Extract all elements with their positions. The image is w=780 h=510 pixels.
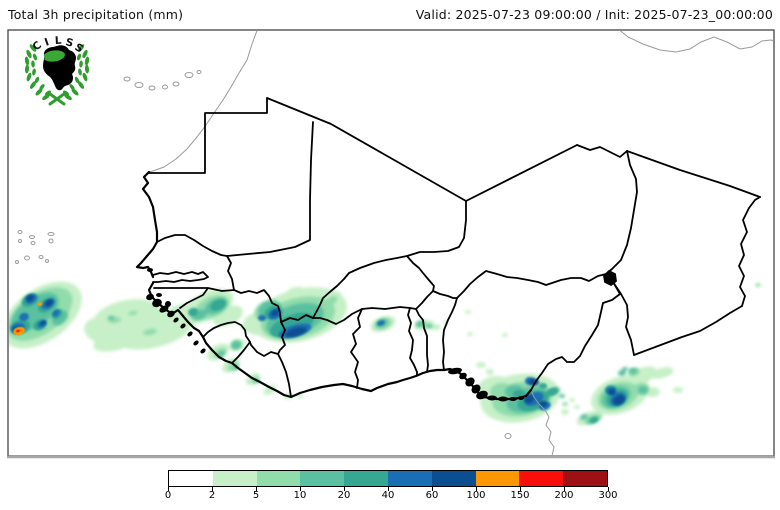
- bioko-island: [504, 433, 512, 439]
- liberia-sierra-leone-border: [231, 341, 251, 364]
- burkina-cote-divoire-border: [312, 308, 363, 325]
- coastline-west-africa: [135, 170, 159, 279]
- colorbar-segment: [256, 471, 301, 486]
- colorbar-segment: [475, 471, 520, 486]
- western-sahara-mauritania-border: [148, 97, 268, 174]
- benin-togo-border: [415, 308, 429, 373]
- precipitation-colorbar: [168, 470, 608, 487]
- svg-text:L: L: [55, 35, 63, 47]
- cilss-wreath: [24, 44, 90, 106]
- gambia-border: [152, 271, 209, 283]
- mauritania-mali-border: [226, 121, 314, 257]
- precip-level-2mm: [9, 281, 761, 426]
- morocco-coastline: [148, 31, 258, 173]
- plot-title: Total 3h precipitation (mm): [8, 7, 184, 22]
- burkina-togo-ghana-border: [361, 306, 417, 310]
- coastline-detail-blobs: [146, 268, 524, 402]
- algeria-niger-border: [465, 144, 578, 202]
- burkina-niger-border: [406, 255, 435, 292]
- cameroon-coastline: [530, 389, 555, 455]
- svg-text:S: S: [64, 36, 74, 49]
- senegal-mali-border: [226, 255, 235, 291]
- ghana-cote-divoire-border: [350, 308, 363, 389]
- mali-burkina-border: [312, 255, 408, 319]
- guinea-cote-divoire-border: [277, 321, 286, 355]
- precip-level-100mm: [13, 302, 43, 336]
- guinea-mali-border: [233, 289, 282, 323]
- valid-init-timestamp: Valid: 2025-07-23 09:00:00 / Init: 2025-…: [415, 7, 773, 22]
- senegal-mauritania-border: [156, 234, 228, 257]
- colorbar-segment: [387, 471, 432, 486]
- lake-chad: [603, 270, 617, 286]
- chad-sudan-border: [738, 196, 761, 307]
- niger-libya-border: [576, 144, 628, 158]
- liberia-guinea-border: [249, 341, 279, 357]
- neighbor-borders: [15, 31, 773, 455]
- algeria-mauritania-mali-border: [266, 97, 467, 202]
- libya-coastline: [619, 31, 773, 53]
- niger-chad-border: [605, 150, 638, 275]
- cilss-logo: C I L S S: [24, 35, 90, 106]
- country-borders: [135, 97, 761, 401]
- niger-benin-border: [432, 290, 458, 299]
- colorbar-segment: [563, 471, 607, 486]
- burkina-benin-border: [415, 290, 434, 310]
- cote-divoire-mali-border: [280, 314, 314, 323]
- senegal-guinea-bissau-border: [153, 287, 235, 309]
- sahel-green-patch: [43, 50, 65, 62]
- chad-libya-border: [626, 150, 761, 198]
- colorbar-segment: [212, 471, 257, 486]
- cape-verde-islands: [15, 230, 55, 264]
- colorbar-segment: [431, 471, 476, 486]
- chad-cameroon-border: [612, 281, 635, 356]
- colorbar-segment: [169, 471, 213, 486]
- precipitation-layer: [9, 281, 761, 426]
- niger-nigeria-border: [456, 270, 607, 299]
- colorbar-segment: [344, 471, 388, 486]
- cote-divoire-liberia-border: [277, 353, 292, 398]
- canary-islands: [123, 70, 202, 91]
- mali-niger-border: [406, 200, 467, 257]
- svg-text:C: C: [30, 39, 44, 53]
- colorbar-segment: [300, 471, 345, 486]
- chad-car-border: [633, 305, 743, 356]
- colorbar-segment: [519, 471, 564, 486]
- nigeria-cameroon-border: [530, 281, 621, 391]
- togo-ghana-border: [407, 307, 418, 376]
- sierra-leone-guinea-border: [202, 321, 251, 343]
- benin-nigeria-border: [442, 297, 458, 371]
- svg-text:I: I: [43, 36, 51, 49]
